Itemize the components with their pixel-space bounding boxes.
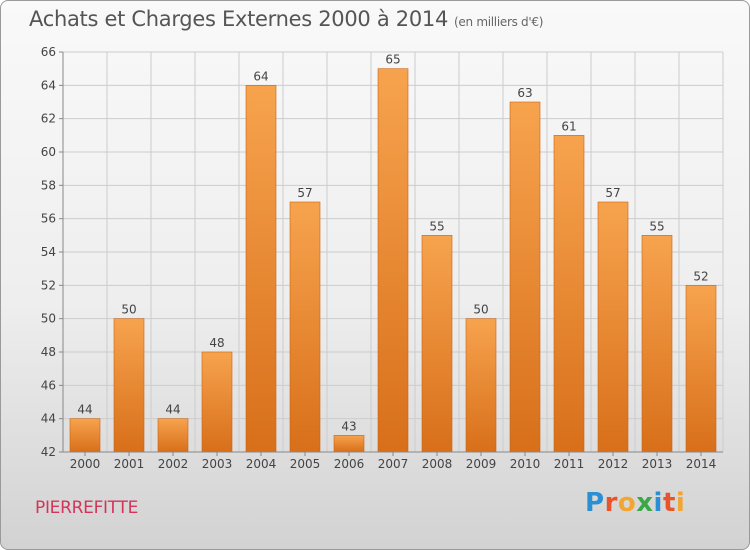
bar [69, 418, 101, 453]
x-tick-label: 2013 [642, 457, 673, 471]
y-tick-label: 48 [41, 345, 56, 359]
chart-title: Achats et Charges Externes 2000 à 2014 (e… [29, 7, 543, 31]
x-tick-label: 2005 [290, 457, 321, 471]
x-tick-label: 2004 [246, 457, 277, 471]
x-tick-label: 2003 [202, 457, 233, 471]
bar-value-label: 55 [429, 219, 444, 233]
x-tick-label: 2007 [378, 457, 409, 471]
logo-letter: r [604, 488, 618, 518]
y-tick-label: 66 [41, 45, 56, 59]
logo-letter: x [636, 488, 654, 518]
chart-subtitle: (en milliers d'€) [454, 15, 544, 29]
x-tick-label: 2006 [334, 457, 365, 471]
bar-value-label: 52 [693, 269, 708, 283]
bar [465, 318, 497, 453]
bar [509, 101, 541, 453]
bar [157, 418, 189, 453]
bar-value-label: 64 [253, 69, 268, 83]
bar [245, 85, 277, 453]
y-tick-label: 44 [41, 412, 56, 426]
bar-value-label: 44 [165, 403, 180, 417]
x-tick-label: 2001 [114, 457, 145, 471]
chart-title-text: Achats et Charges Externes 2000 à 2014 [29, 7, 449, 31]
logo-letter: o [617, 488, 637, 518]
bar-value-label: 55 [649, 219, 664, 233]
x-tick-label: 2011 [554, 457, 585, 471]
bar-value-label: 63 [517, 86, 532, 100]
bar-value-label: 48 [209, 336, 224, 350]
axes: 42 44 46 48 50 52 54 56 58 60 62 64 66 2000 2001 2002 20… [41, 45, 723, 471]
bar [289, 201, 321, 453]
bar [597, 201, 629, 453]
x-tick-label: 2008 [422, 457, 453, 471]
x-tick-label: 2009 [466, 457, 497, 471]
bar-value-label: 65 [385, 53, 400, 67]
bar [377, 68, 409, 453]
logo-letter: i [675, 488, 686, 518]
logo-letter: t [662, 488, 676, 518]
bar [641, 235, 673, 453]
x-tick-label: 2010 [510, 457, 541, 471]
bar-value-label: 57 [297, 186, 312, 200]
bar-value-label: 43 [341, 419, 356, 433]
bar-value-label: 61 [561, 119, 576, 133]
y-tick-label: 60 [41, 145, 56, 159]
logo-letter: P [585, 488, 605, 518]
proxiti-logo: Proxiti [585, 488, 685, 518]
bar-value-label: 44 [77, 403, 92, 417]
y-tick-label: 62 [41, 112, 56, 126]
y-tick-label: 42 [41, 445, 56, 459]
y-tick-label: 64 [41, 78, 56, 92]
y-tick-label: 50 [41, 312, 56, 326]
y-tick-label: 56 [41, 212, 56, 226]
x-tick-label: 2014 [686, 457, 717, 471]
y-tick-label: 54 [41, 245, 56, 259]
bar-value-label: 50 [121, 303, 136, 317]
y-tick-label: 46 [41, 378, 56, 392]
bar [113, 318, 145, 453]
logo-letter: i [653, 488, 663, 518]
x-tick-label: 2002 [158, 457, 189, 471]
bar-value-label: 50 [473, 303, 488, 317]
bar [201, 351, 233, 453]
bar [333, 435, 365, 453]
bar-value-label: 57 [605, 186, 620, 200]
bar [421, 235, 453, 453]
x-tick-label: 2000 [70, 457, 101, 471]
bar [553, 135, 585, 453]
commune-name: PIERREFITTE [35, 498, 139, 518]
y-tick-label: 52 [41, 278, 56, 292]
bars: 44 50 44 48 64 57 43 65 55 50 63 61 57 55 52 [69, 53, 717, 453]
x-tick-label: 2012 [598, 457, 629, 471]
y-tick-label: 58 [41, 178, 56, 192]
bar [685, 285, 717, 453]
